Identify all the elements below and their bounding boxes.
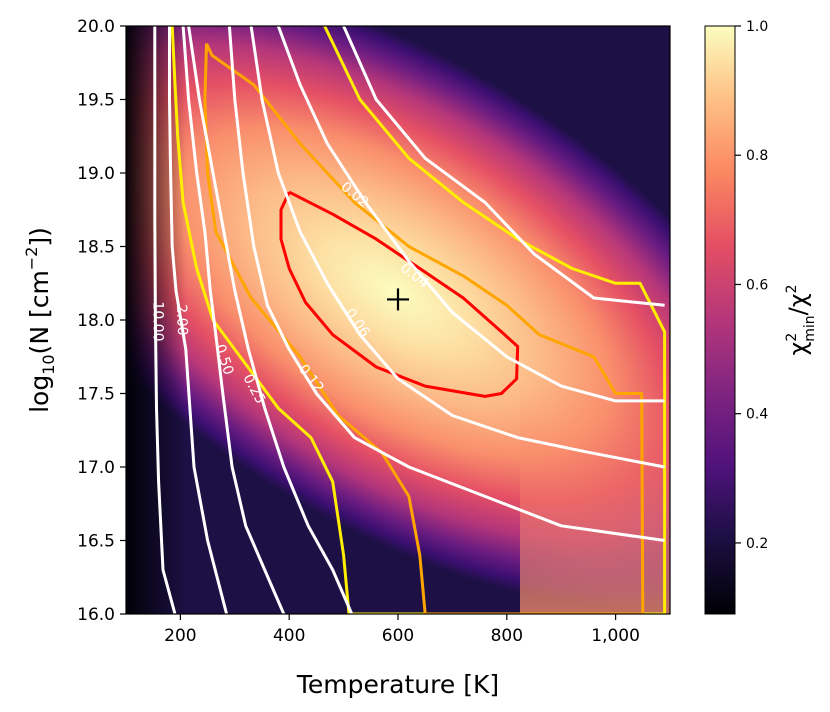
colorbar-tick-label: 0.6 xyxy=(746,277,768,293)
chi2-contour-line xyxy=(276,26,665,403)
x-axis-ticks: 200 400 600 800 1,000 xyxy=(164,614,640,646)
heatmap-left-shade xyxy=(126,26,246,614)
y-axis-ticks: 16.0 16.5 17.0 17.5 18.0 18.5 19.0 19.5 20.0 xyxy=(77,17,126,625)
x-tick-label: 1,000 xyxy=(591,626,640,646)
x-tick-label: 600 xyxy=(382,626,414,646)
colorbar-tick-label: 0.8 xyxy=(746,148,768,164)
colorbar-tick-label: 0.2 xyxy=(746,536,768,552)
chi2-contour-line xyxy=(168,26,229,614)
y-tick-label: 18.5 xyxy=(77,238,115,258)
y-tick-label: 20.0 xyxy=(77,17,115,37)
y-tick-label: 19.0 xyxy=(77,164,115,184)
x-tick-label: 200 xyxy=(164,626,196,646)
best-fit-marker xyxy=(387,288,409,311)
y-axis-label: log10(N [cm−2]) xyxy=(22,227,58,413)
colorbar-tick-label: 0.4 xyxy=(746,407,768,423)
colorbar xyxy=(704,25,736,615)
x-axis-label: Temperature [K] xyxy=(296,670,499,699)
colorbar-ticks: 0.2 0.4 0.6 0.8 1.0 xyxy=(735,19,768,552)
chi2-contour-line xyxy=(227,26,665,542)
contour-label: 2.00 xyxy=(173,304,190,336)
chi2-contour-line xyxy=(153,26,177,614)
chi2-contour-line xyxy=(342,26,665,307)
x-tick-label: 400 xyxy=(273,626,305,646)
confidence-contour-outer xyxy=(170,26,667,614)
y-tick-label: 17.0 xyxy=(77,458,115,478)
y-tick-label: 16.0 xyxy=(77,605,115,625)
y-tick-label: 17.5 xyxy=(77,385,115,405)
colorbar-label: χ2 min/χ2 xyxy=(784,284,818,355)
confidence-contour-middle xyxy=(203,42,645,614)
chi2-contour-line xyxy=(249,26,665,469)
heatmap-lower-right-shade xyxy=(520,380,670,614)
contour-label: 10.00 xyxy=(150,301,166,341)
y-tick-label: 19.5 xyxy=(77,91,115,111)
colorbar-tick-label: 1.0 xyxy=(746,19,768,35)
y-tick-label: 16.5 xyxy=(77,532,115,552)
x-tick-label: 800 xyxy=(491,626,523,646)
chi2-contour-line xyxy=(187,26,354,614)
chi2-contours xyxy=(153,26,665,614)
y-tick-label: 18.0 xyxy=(77,311,115,331)
chi2-contour-line xyxy=(181,26,286,614)
